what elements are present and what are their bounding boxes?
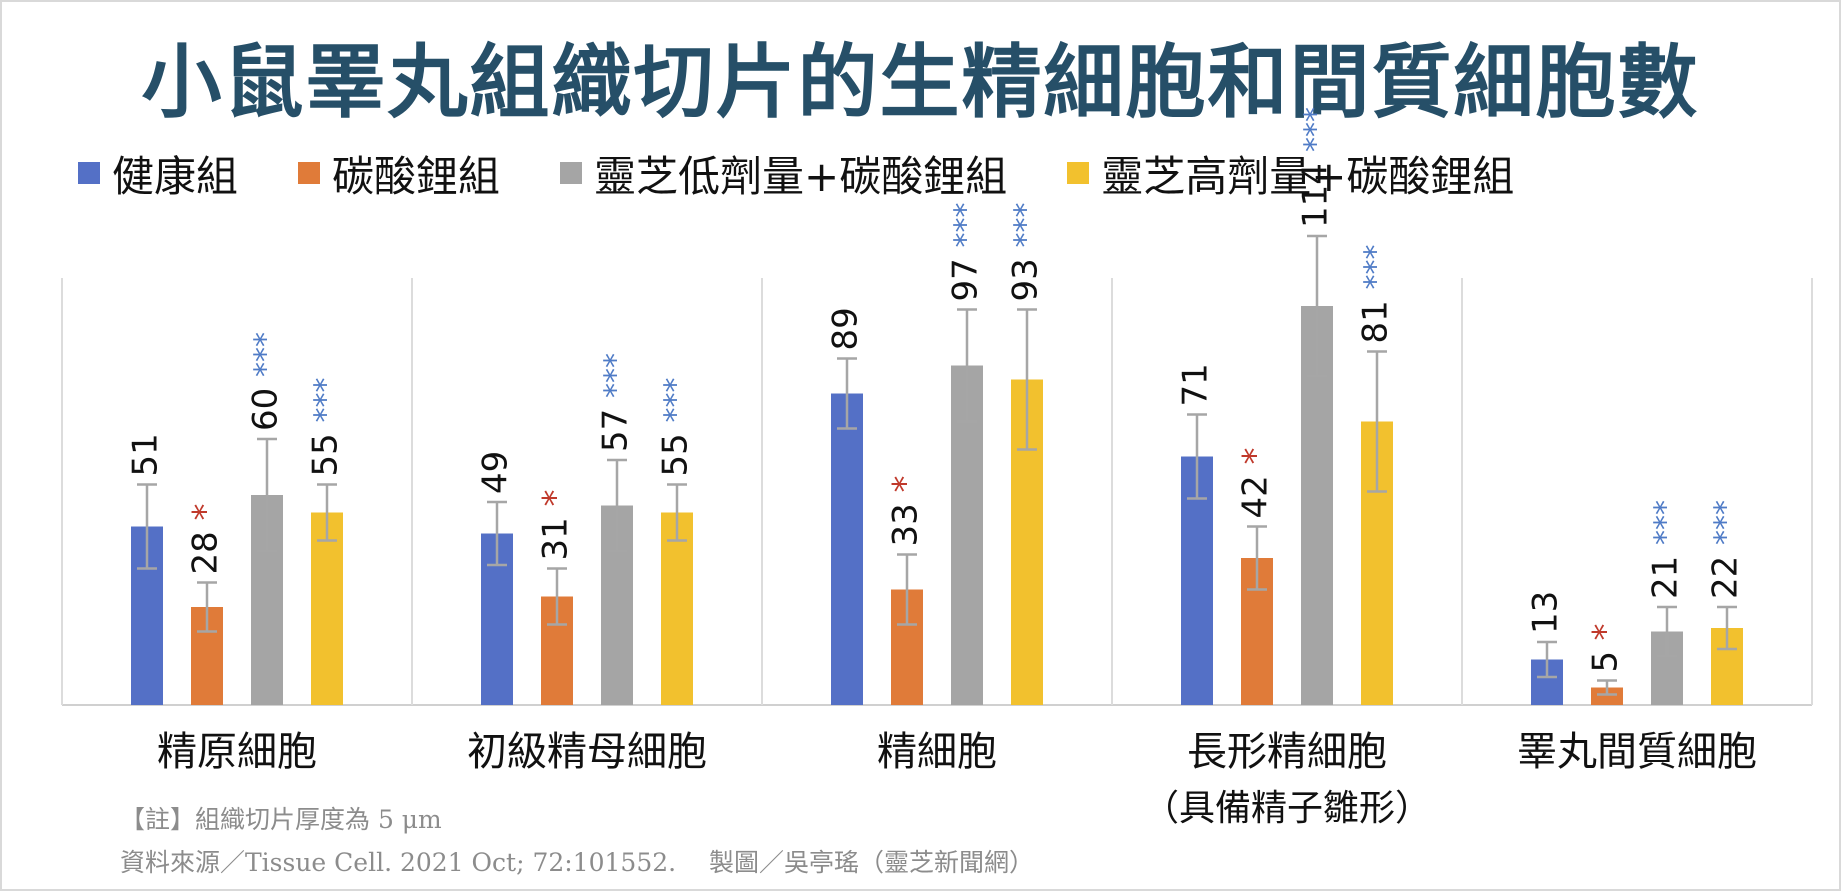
- data-label: 55: [306, 433, 346, 476]
- data-label: 55: [656, 433, 696, 476]
- category-label: 精細胞: [877, 729, 997, 775]
- significance-marker: *: [1236, 448, 1276, 465]
- data-label: 93: [1006, 258, 1046, 301]
- significance-marker: ***: [659, 378, 694, 423]
- significance-marker: *: [186, 504, 226, 521]
- legend-item-lithium: 碳酸鋰組: [298, 143, 500, 204]
- legend-label-healthy: 健康組: [112, 151, 239, 201]
- legend: 健康組 碳酸鋰組 靈芝低劑量+碳酸鋰組 靈芝高劑量+碳酸鋰組: [78, 146, 1514, 201]
- data-label: 51: [126, 433, 166, 476]
- data-label: 42: [1236, 475, 1276, 518]
- significance-marker: *: [886, 476, 926, 493]
- data-label: 114: [1296, 163, 1336, 228]
- significance-marker: ***: [1709, 500, 1744, 545]
- data-label: 21: [1646, 556, 1686, 599]
- legend-swatch-low-dose: [560, 162, 583, 184]
- legend-swatch-lithium: [298, 162, 321, 184]
- data-label: 49: [476, 451, 516, 494]
- data-label: 89: [826, 307, 866, 350]
- category-label: 長形精細胞: [1187, 729, 1387, 775]
- significance-marker: ***: [1649, 500, 1684, 545]
- category-label: 初級精母細胞: [467, 729, 707, 775]
- category-label: 睪丸間質細胞: [1517, 729, 1757, 775]
- legend-label-high-dose: 靈芝高劑量+碳酸鋰組: [1101, 151, 1515, 201]
- significance-marker: *: [1586, 624, 1626, 641]
- legend-item-healthy: 健康組: [78, 143, 238, 204]
- data-label: 5: [1586, 651, 1626, 673]
- data-label: 57: [596, 409, 636, 452]
- data-label: 33: [886, 503, 926, 546]
- source-credit: 資料來源／Tissue Cell. 2021 Oct; 72:101552. 製…: [120, 848, 1035, 877]
- bar: [311, 512, 343, 705]
- bar: [1591, 687, 1623, 705]
- significance-marker: ***: [1009, 203, 1044, 248]
- significance-marker: ***: [949, 203, 984, 248]
- data-label: 31: [536, 517, 576, 560]
- bar: [661, 512, 693, 705]
- legend-swatch-high-dose: [1067, 162, 1090, 184]
- data-label: 60: [246, 388, 286, 431]
- bar: [831, 393, 863, 705]
- data-label: 71: [1176, 363, 1216, 406]
- data-label: 22: [1706, 556, 1746, 599]
- legend-item-high-dose: 靈芝高劑量+碳酸鋰組: [1067, 143, 1514, 204]
- data-label: 13: [1526, 591, 1566, 634]
- data-label: 81: [1356, 300, 1396, 343]
- category-sublabel: （具備精子雛形）: [1143, 788, 1431, 829]
- category-label: 精原細胞: [157, 729, 317, 775]
- legend-item-low-dose: 靈芝低劑量+碳酸鋰組: [560, 143, 1007, 204]
- significance-marker: *: [536, 490, 576, 507]
- legend-label-lithium: 碳酸鋰組: [332, 151, 501, 201]
- significance-marker: ***: [249, 332, 284, 377]
- data-label: 28: [186, 531, 226, 574]
- significance-marker: ***: [1299, 107, 1334, 152]
- significance-marker: ***: [1359, 245, 1394, 290]
- data-label: 97: [946, 258, 986, 301]
- footnote: 【註】組織切片厚度為 5 μm: [120, 805, 442, 834]
- legend-label-low-dose: 靈芝低劑量+碳酸鋰組: [594, 151, 1008, 201]
- significance-marker: ***: [309, 378, 344, 423]
- significance-marker: ***: [599, 353, 634, 398]
- legend-swatch-healthy: [78, 162, 100, 184]
- chart-title: 小鼠睪丸組織切片的生精細胞和間質細胞數: [141, 35, 1700, 129]
